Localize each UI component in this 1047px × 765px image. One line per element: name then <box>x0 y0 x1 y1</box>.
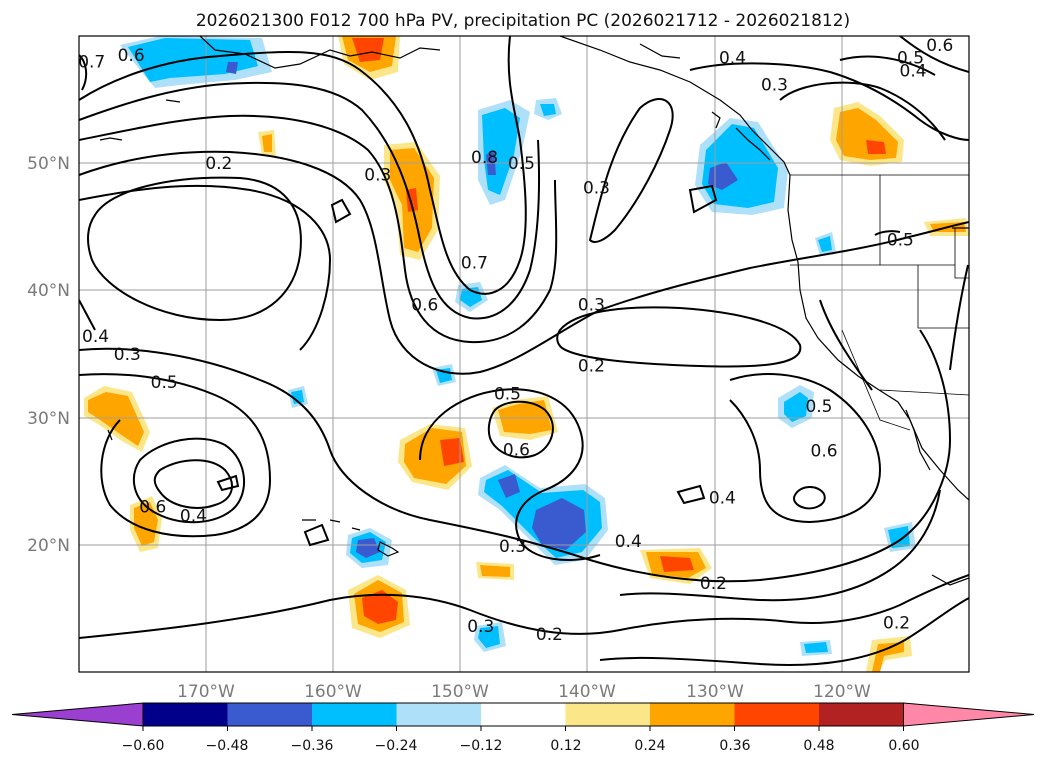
contour-label: 0.8 <box>471 148 498 168</box>
contour-label: 0.6 <box>118 46 145 66</box>
contour-label: 0.5 <box>508 154 535 174</box>
colorbar-tick-label: −0.24 <box>375 738 418 754</box>
coastlines <box>99 36 969 586</box>
colorbar <box>11 702 1035 731</box>
contour-label: 0.2 <box>883 613 910 633</box>
contour-label: 0.6 <box>139 498 166 518</box>
colorbar-bin <box>734 703 820 726</box>
contour-label: 0.2 <box>700 574 727 594</box>
colorbar-frame <box>142 702 904 727</box>
colorbar-bin <box>227 703 313 726</box>
colorbar-bin <box>650 703 735 726</box>
contour-label: 0.4 <box>709 489 736 509</box>
contour-label: 0.3 <box>114 345 141 365</box>
colorbar-bin <box>819 703 904 726</box>
contour-label: 0.5 <box>151 373 178 393</box>
lon-labels: 170°W 160°W 150°W 140°W 130°W 120°W <box>177 682 871 702</box>
colorbar-bin <box>312 703 397 726</box>
lat-labels: 50°N 40°N 30°N 20°N <box>27 154 70 556</box>
contour-label: 0.5 <box>494 384 521 404</box>
contour-label: 0.5 <box>887 231 914 251</box>
lon-label-130w: 130°W <box>686 682 744 702</box>
contour-label: 0.7 <box>78 52 105 72</box>
colorbar-tick-label: −0.36 <box>291 738 334 754</box>
contour-label: 0.4 <box>180 507 207 527</box>
lon-label-150w: 150°W <box>431 682 489 702</box>
contour-label: 0.7 <box>461 253 488 273</box>
lat-label-20: 20°N <box>27 536 70 556</box>
contour-label: 0.5 <box>897 49 924 69</box>
colorbar-tick-label: −0.12 <box>460 738 503 754</box>
contour-label: 0.2 <box>205 154 232 174</box>
colorbar-bin <box>396 703 482 726</box>
colorbar-tick-label: 0.12 <box>550 738 581 754</box>
lon-label-160w: 160°W <box>304 682 362 702</box>
map-area: 0.7 0.60.20.30.8 0.50.30.40.30.60.50.40.50… <box>78 36 969 672</box>
contour-label: 0.5 <box>805 397 832 417</box>
colorbar-tick-label: −0.48 <box>206 738 249 754</box>
lon-label-120w: 120°W <box>813 682 871 702</box>
contour-label: 0.6 <box>411 295 438 315</box>
contour-label: 0.3 <box>583 178 610 198</box>
lat-label-50: 50°N <box>27 154 70 174</box>
contour-label: 0.4 <box>900 61 927 81</box>
contour-label: 0.6 <box>926 36 953 56</box>
colorbar-bin <box>565 703 651 726</box>
contour-label: 0.2 <box>536 625 563 645</box>
contour-label: 0.6 <box>503 440 530 460</box>
contour-label: 0.4 <box>719 49 746 69</box>
contour-label: 0.2 <box>578 356 605 376</box>
colorbar-extend-low <box>11 702 144 727</box>
contour-label: 0.4 <box>615 532 642 552</box>
contour-label: 0.3 <box>499 537 526 557</box>
contour-label: 0.3 <box>467 617 494 637</box>
colorbar-tick-label: 0.48 <box>803 738 834 754</box>
map-frame <box>78 35 970 673</box>
lat-label-40: 40°N <box>27 281 70 301</box>
lon-label-170w: 170°W <box>177 682 235 702</box>
colorbar-tick-label: −0.60 <box>122 738 165 754</box>
colorbar-bin <box>481 703 566 726</box>
colorbar-extend-high <box>903 702 1035 727</box>
contour-label: 0.3 <box>761 75 788 95</box>
chart-title: 2026021300 F012 700 hPa PV, precipitatio… <box>196 11 850 31</box>
colorbar-tick-label: 0.36 <box>719 738 750 754</box>
lon-label-140w: 140°W <box>558 682 616 702</box>
contour-label: 0.3 <box>364 166 391 186</box>
colorbar-tick-label: 0.24 <box>634 738 665 754</box>
contour-label: 0.4 <box>82 327 109 347</box>
grid-lines <box>79 36 969 672</box>
pv-contours <box>79 36 969 666</box>
contour-labels: 0.7 0.60.20.30.8 0.50.30.40.30.60.50.40.50… <box>78 36 953 645</box>
contour-label: 0.6 <box>811 442 838 462</box>
colorbar-tick-label: 0.60 <box>888 738 919 754</box>
colorbar-tick-labels: −0.60 −0.48 −0.36 −0.24 −0.12 0.12 0.24 … <box>122 738 920 754</box>
contour-label: 0.3 <box>578 295 605 315</box>
lat-label-30: 30°N <box>27 409 70 429</box>
colorbar-bin <box>143 703 228 726</box>
